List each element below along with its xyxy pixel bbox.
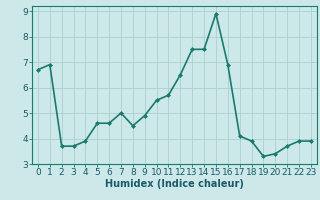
X-axis label: Humidex (Indice chaleur): Humidex (Indice chaleur) xyxy=(105,179,244,189)
